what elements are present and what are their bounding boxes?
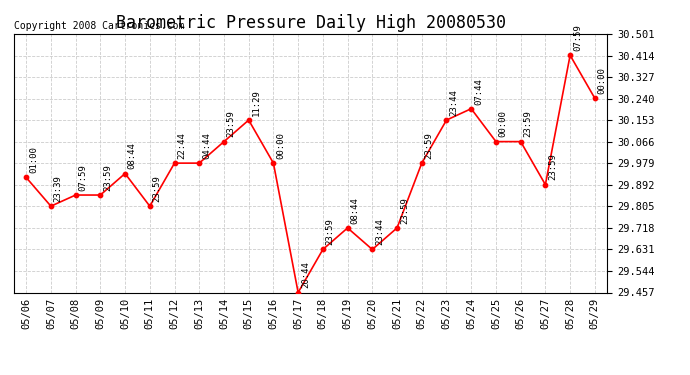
Point bbox=[441, 117, 452, 123]
Text: 23:59: 23:59 bbox=[227, 111, 236, 137]
Text: 23:39: 23:39 bbox=[54, 175, 63, 202]
Point bbox=[317, 246, 328, 252]
Point bbox=[268, 160, 279, 166]
Point bbox=[342, 225, 353, 231]
Text: 08:44: 08:44 bbox=[351, 197, 359, 224]
Text: 22:44: 22:44 bbox=[177, 132, 186, 159]
Text: 23:59: 23:59 bbox=[103, 164, 112, 191]
Point bbox=[391, 225, 402, 231]
Text: 00:00: 00:00 bbox=[598, 67, 607, 94]
Point bbox=[194, 160, 205, 166]
Point bbox=[540, 182, 551, 188]
Point bbox=[416, 160, 427, 166]
Text: 01:00: 01:00 bbox=[29, 146, 38, 173]
Text: Copyright 2008 Cartronics.com: Copyright 2008 Cartronics.com bbox=[14, 21, 184, 31]
Point bbox=[144, 203, 155, 209]
Point bbox=[95, 192, 106, 198]
Text: 23:59: 23:59 bbox=[152, 175, 161, 202]
Point bbox=[515, 139, 526, 145]
Text: 11:29: 11:29 bbox=[251, 89, 260, 116]
Point bbox=[46, 203, 57, 209]
Text: 23:59: 23:59 bbox=[424, 132, 433, 159]
Text: 20:44: 20:44 bbox=[301, 261, 310, 288]
Title: Barometric Pressure Daily High 20080530: Barometric Pressure Daily High 20080530 bbox=[115, 14, 506, 32]
Point bbox=[70, 192, 81, 198]
Text: 23:59: 23:59 bbox=[524, 111, 533, 137]
Text: 23:44: 23:44 bbox=[375, 218, 384, 245]
Point bbox=[119, 171, 130, 177]
Text: 07:59: 07:59 bbox=[79, 164, 88, 191]
Point bbox=[589, 95, 600, 101]
Point bbox=[21, 174, 32, 180]
Point bbox=[367, 246, 378, 252]
Point bbox=[243, 117, 254, 123]
Point bbox=[491, 139, 502, 145]
Text: 23:44: 23:44 bbox=[449, 89, 458, 116]
Text: 08:44: 08:44 bbox=[128, 142, 137, 170]
Text: 07:59: 07:59 bbox=[573, 24, 582, 51]
Point bbox=[169, 160, 180, 166]
Text: 23:59: 23:59 bbox=[548, 154, 557, 180]
Text: 07:44: 07:44 bbox=[474, 78, 483, 105]
Text: 23:59: 23:59 bbox=[400, 197, 408, 224]
Point bbox=[219, 139, 230, 145]
Point bbox=[466, 106, 477, 112]
Point bbox=[564, 52, 575, 58]
Text: 00:00: 00:00 bbox=[276, 132, 285, 159]
Text: 23:59: 23:59 bbox=[326, 218, 335, 245]
Text: 00:00: 00:00 bbox=[499, 111, 508, 137]
Text: 04:44: 04:44 bbox=[202, 132, 211, 159]
Point bbox=[293, 290, 304, 296]
